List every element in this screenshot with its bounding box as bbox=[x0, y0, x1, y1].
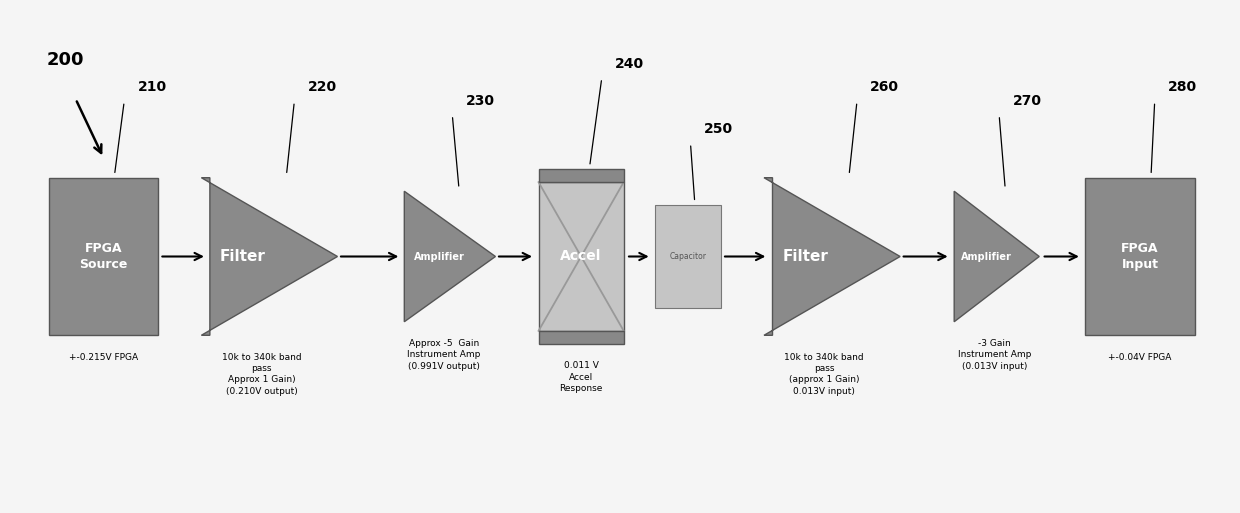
Polygon shape bbox=[201, 177, 337, 336]
FancyBboxPatch shape bbox=[538, 182, 624, 331]
Text: 200: 200 bbox=[46, 51, 84, 69]
Text: Amplifier: Amplifier bbox=[413, 251, 464, 262]
Text: Accel: Accel bbox=[560, 249, 601, 264]
Text: FPGA
Source: FPGA Source bbox=[79, 242, 128, 271]
Text: 260: 260 bbox=[870, 80, 899, 94]
Text: 210: 210 bbox=[138, 80, 166, 94]
FancyBboxPatch shape bbox=[48, 177, 159, 336]
Text: Approx -5  Gain
Instrument Amp
(0.991V output): Approx -5 Gain Instrument Amp (0.991V ou… bbox=[407, 339, 480, 371]
FancyBboxPatch shape bbox=[538, 331, 624, 344]
Text: 220: 220 bbox=[308, 80, 337, 94]
FancyBboxPatch shape bbox=[538, 169, 624, 182]
Text: 10k to 340k band
pass
Approx 1 Gain)
(0.210V output): 10k to 340k band pass Approx 1 Gain) (0.… bbox=[222, 352, 301, 396]
Text: FPGA
Input: FPGA Input bbox=[1121, 242, 1159, 271]
Polygon shape bbox=[954, 191, 1039, 322]
FancyBboxPatch shape bbox=[655, 205, 722, 308]
Text: 250: 250 bbox=[704, 122, 733, 136]
Text: Capacitor: Capacitor bbox=[670, 252, 707, 261]
Text: 240: 240 bbox=[615, 56, 645, 71]
Text: -3 Gain
Instrument Amp
(0.013V input): -3 Gain Instrument Amp (0.013V input) bbox=[957, 339, 1030, 371]
Text: 10k to 340k band
pass
(approx 1 Gain)
0.013V input): 10k to 340k band pass (approx 1 Gain) 0.… bbox=[785, 352, 864, 396]
Text: Amplifier: Amplifier bbox=[961, 251, 1012, 262]
Text: 230: 230 bbox=[466, 93, 495, 108]
Polygon shape bbox=[764, 177, 900, 336]
Text: Filter: Filter bbox=[219, 249, 265, 264]
Text: Filter: Filter bbox=[782, 249, 828, 264]
Polygon shape bbox=[404, 191, 496, 322]
Text: 280: 280 bbox=[1168, 80, 1197, 94]
Text: +-0.215V FPGA: +-0.215V FPGA bbox=[69, 352, 138, 362]
Text: 0.011 V
Accel
Response: 0.011 V Accel Response bbox=[559, 361, 603, 393]
Text: 270: 270 bbox=[1013, 93, 1042, 108]
Text: +-0.04V FPGA: +-0.04V FPGA bbox=[1109, 352, 1172, 362]
FancyBboxPatch shape bbox=[1085, 177, 1195, 336]
